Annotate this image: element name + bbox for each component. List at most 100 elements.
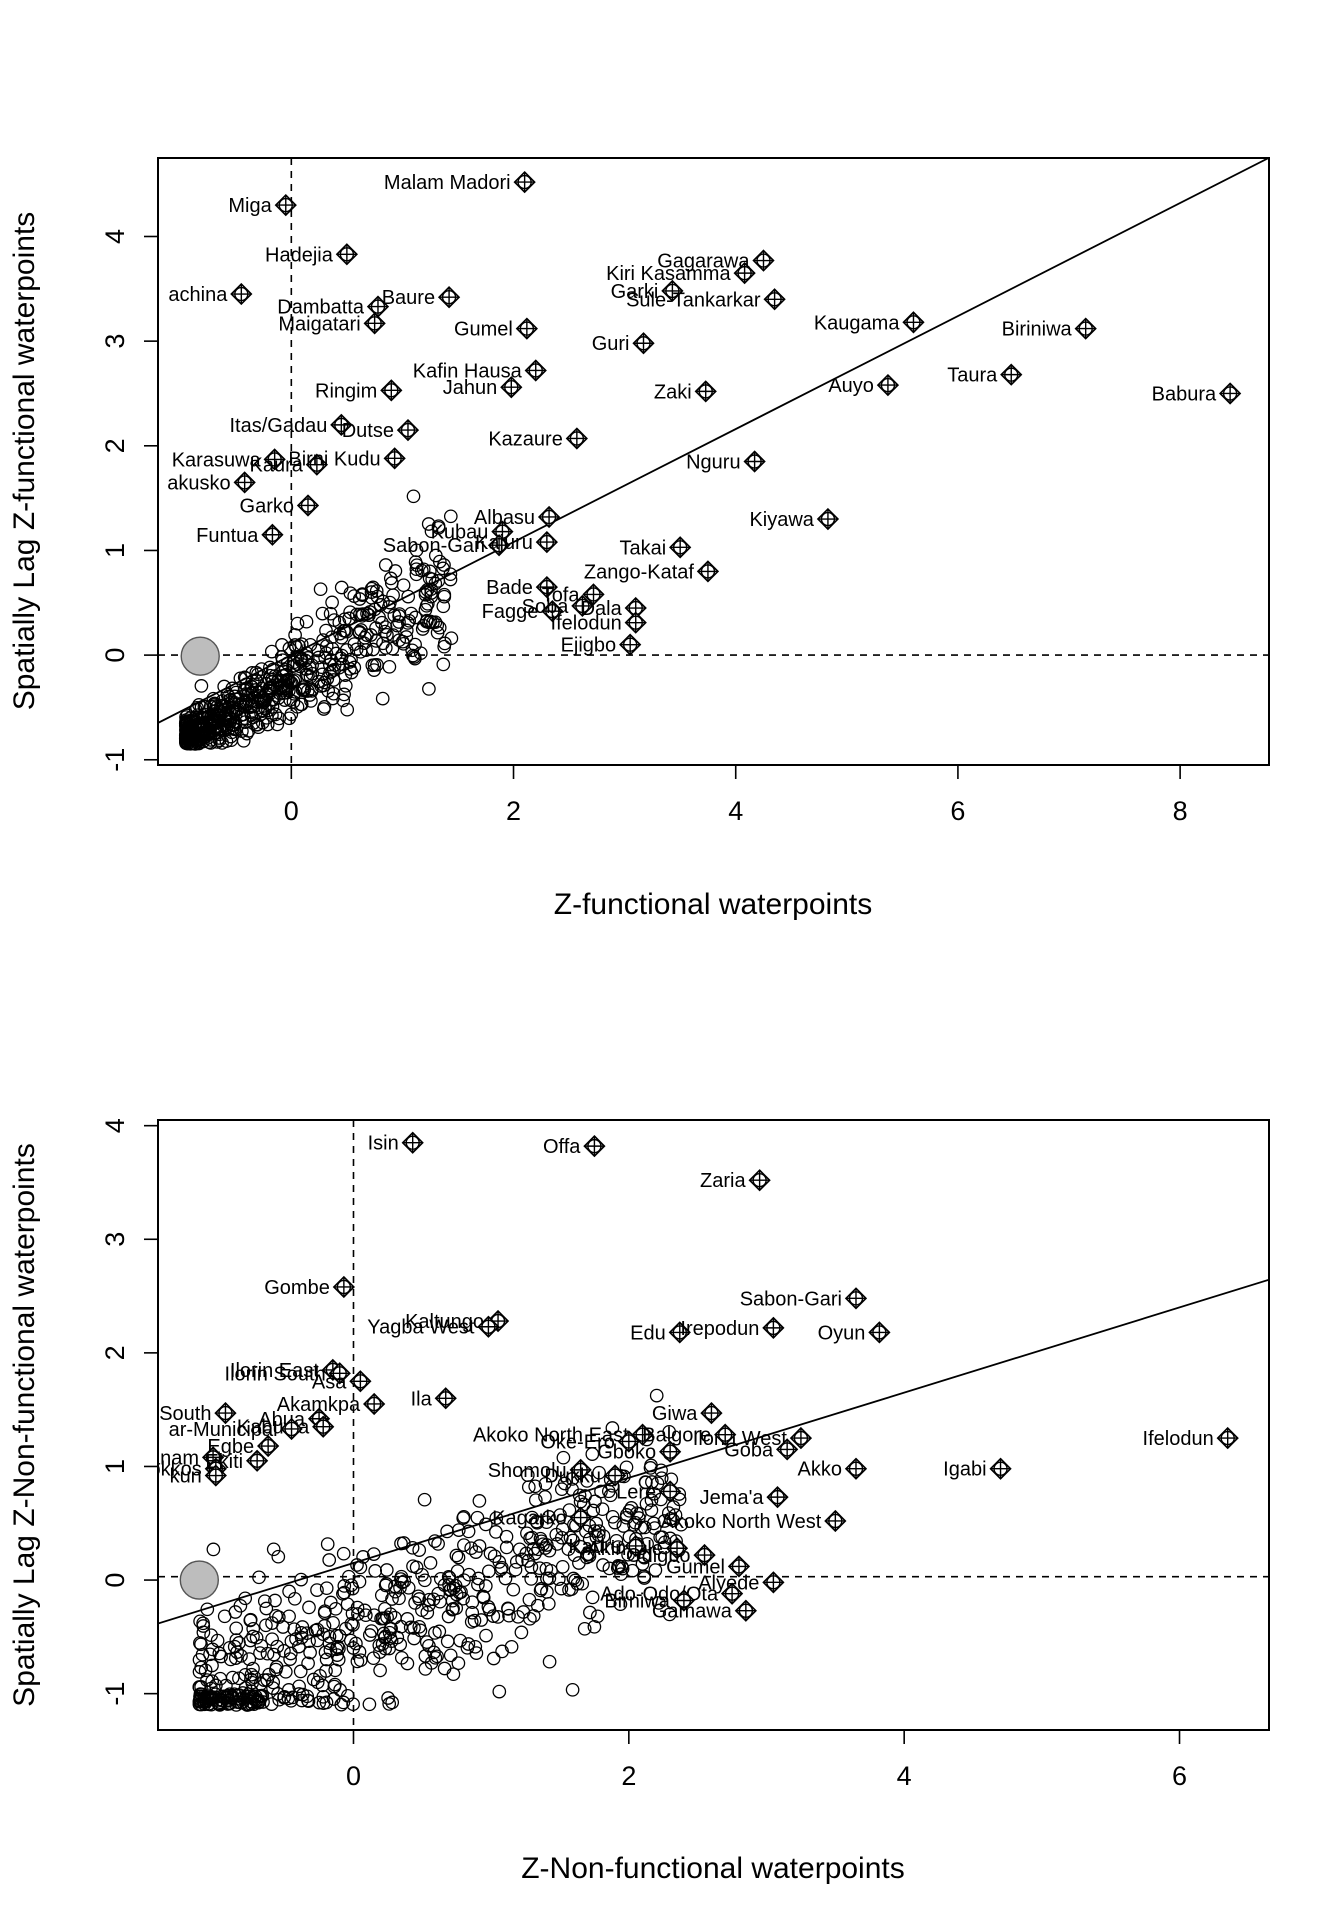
data-point: [612, 1559, 627, 1574]
influential-point: [665, 1537, 689, 1560]
influential-point: [261, 523, 284, 546]
point-label: Malam Madori: [384, 172, 511, 194]
data-point: [437, 558, 451, 572]
regression-line: [158, 1278, 1269, 1625]
data-point: [342, 611, 357, 626]
data-point: [432, 620, 447, 635]
point-label: Garko: [240, 495, 294, 517]
influential-point: [1074, 317, 1097, 340]
data-point: [205, 1674, 220, 1689]
data-point: [294, 1630, 309, 1645]
data-point: [595, 1502, 610, 1517]
influential-point: [541, 600, 564, 623]
data-point: [266, 1542, 281, 1557]
data-point: [356, 1550, 370, 1564]
influential-point: [617, 1430, 640, 1453]
data-point: [590, 1609, 605, 1624]
point-label: Akko: [798, 1459, 842, 1481]
point-label: Kaltungo: [405, 1311, 484, 1333]
data-point: [613, 1597, 628, 1612]
data-point: [265, 1632, 279, 1647]
data-point: [651, 1596, 666, 1610]
data-point: [302, 1600, 316, 1615]
data-point: [634, 1520, 649, 1535]
data-point: [259, 1618, 273, 1633]
data-point: [340, 1597, 355, 1612]
data-point: [594, 1484, 608, 1499]
data-point: [663, 1511, 678, 1526]
point-label: achina: [168, 284, 228, 306]
data-point: [499, 1540, 514, 1555]
influential-point: [524, 359, 547, 382]
plot-frame: [157, 157, 1270, 766]
influential-point: [263, 448, 286, 471]
data-point: [654, 1463, 668, 1478]
data-point: [483, 1546, 498, 1561]
point-label: Kiyawa: [749, 509, 814, 531]
data-point: [337, 612, 352, 627]
data-point: [542, 1654, 557, 1669]
y-tick-label: 1: [100, 1459, 130, 1474]
data-point: [300, 651, 315, 665]
data-point: [266, 1681, 280, 1695]
data-point: [388, 564, 403, 578]
y-tick-label: 0: [100, 648, 130, 663]
point-label: Sabon-Gari: [740, 1288, 842, 1310]
data-point: [596, 1558, 610, 1572]
point-label: Baure: [382, 287, 435, 309]
data-point: [410, 558, 424, 573]
data-point: [524, 1560, 539, 1574]
data-point: [469, 1646, 484, 1660]
data-point: [238, 1591, 253, 1606]
data-point: [343, 586, 358, 601]
data-point: [366, 1547, 381, 1561]
data-point: [349, 607, 364, 622]
data-point: [310, 1583, 324, 1597]
data-point: [329, 646, 344, 661]
point-label: Biriniwa: [1002, 319, 1073, 341]
x-tick-label: 4: [728, 796, 743, 826]
data-point: [295, 1693, 309, 1708]
influential-point: [762, 1316, 785, 1340]
data-point: [457, 1538, 471, 1552]
data-point: [369, 584, 384, 598]
data-point: [226, 718, 240, 732]
data-point: [424, 524, 439, 539]
influential-point: [1218, 382, 1242, 405]
data-point: [520, 1468, 535, 1482]
data-point: [449, 1601, 464, 1615]
data-point: [471, 1577, 485, 1592]
data-point: [227, 1639, 242, 1654]
data-point: [525, 1510, 539, 1525]
data-point: [247, 1691, 262, 1705]
data-point: [386, 588, 400, 603]
data-point: [437, 587, 452, 602]
influential-point: [565, 427, 588, 450]
data-point: [271, 1549, 286, 1564]
data-point: [662, 1607, 677, 1622]
data-point: [568, 1573, 583, 1588]
data-point: [247, 1697, 261, 1711]
point-label: Igabi: [943, 1459, 986, 1481]
data-point: [265, 672, 279, 687]
data-point: [205, 1642, 220, 1657]
data-point: [406, 489, 421, 504]
data-point: [271, 1610, 286, 1625]
data-point: [198, 700, 213, 714]
data-point: [635, 1557, 650, 1571]
data-point: [405, 643, 420, 658]
point-label: Gamawa: [652, 1601, 733, 1623]
data-point: [602, 1561, 617, 1576]
mean-point-marker: [180, 636, 220, 676]
data-point: [270, 1639, 285, 1654]
influential-point: [714, 1423, 737, 1446]
data-point: [644, 1493, 659, 1508]
data-point: [392, 633, 407, 648]
data-point: [179, 727, 193, 742]
data-point: [587, 1619, 602, 1634]
point-label: Taura: [947, 365, 998, 387]
data-point: [393, 1580, 407, 1595]
data-point: [303, 688, 317, 702]
data-point: [465, 1605, 480, 1620]
point-label: Kaugama: [814, 312, 900, 334]
